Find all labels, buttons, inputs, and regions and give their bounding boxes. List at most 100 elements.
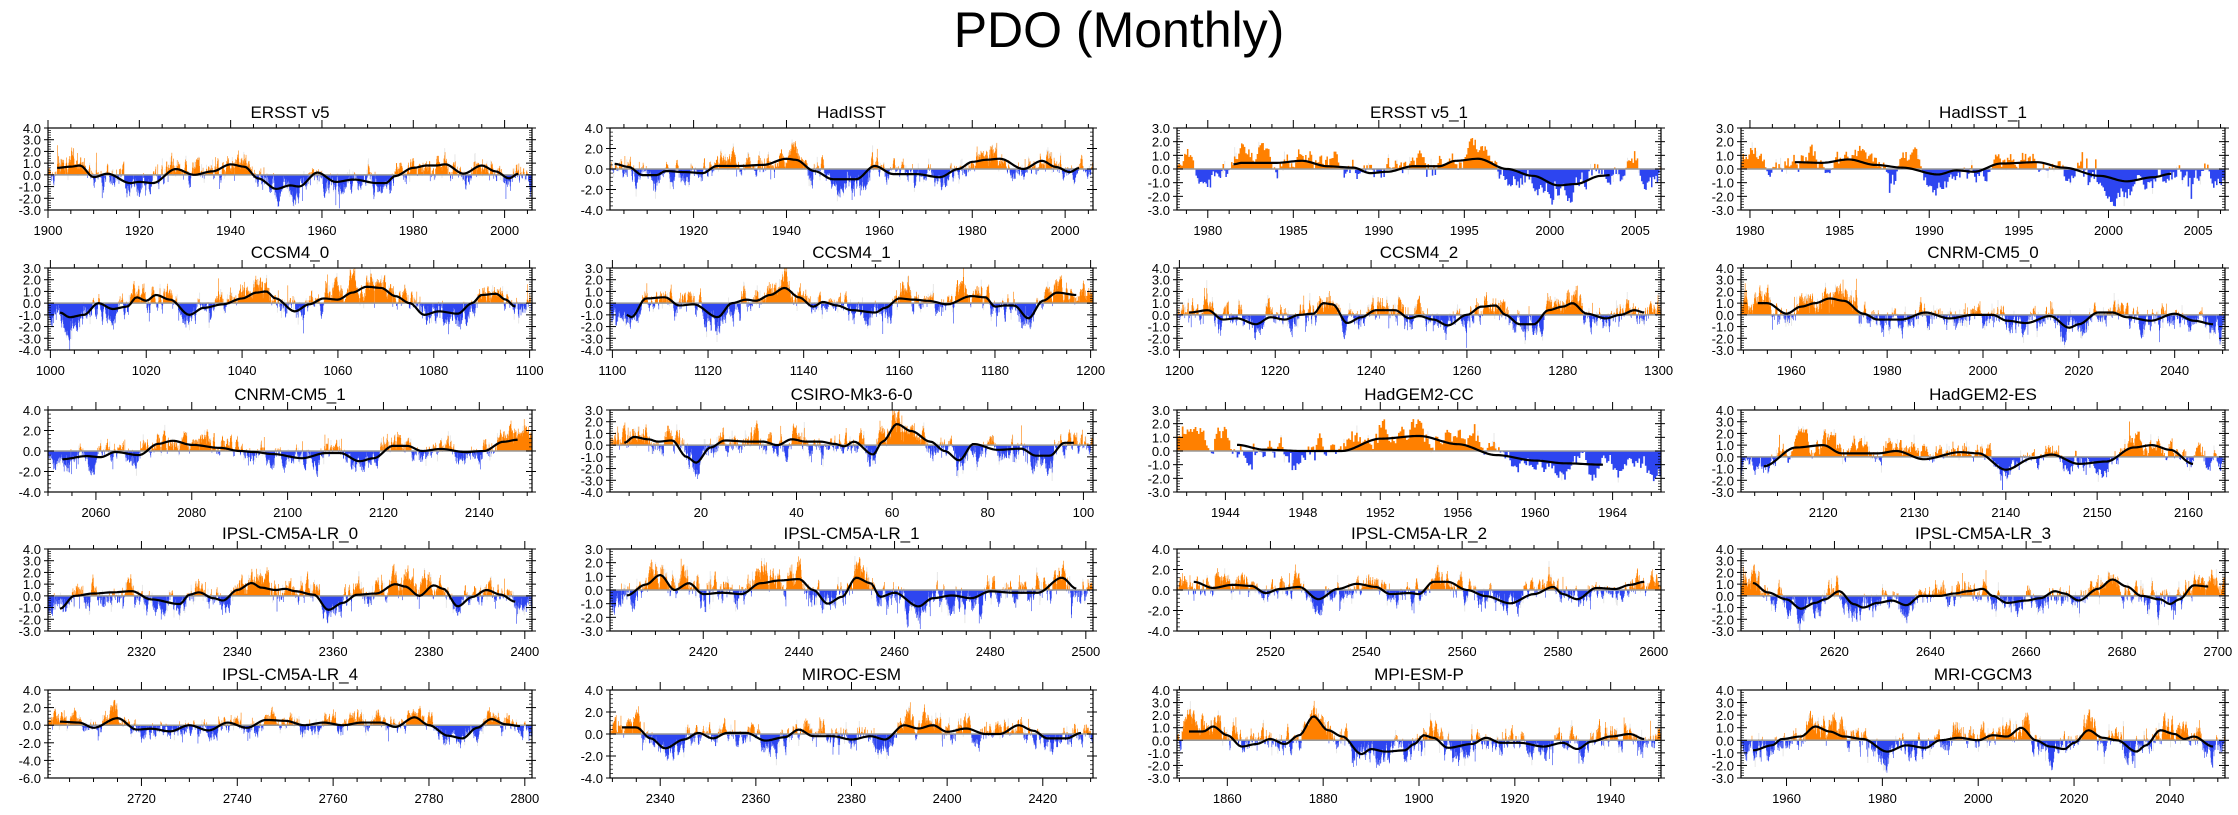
faint-bars — [1177, 701, 1659, 766]
panel-ccsm4-0: CCSM4_0 -4.0-3.0-2.0-1.00.01.02.03.0 1000 1… — [19, 243, 544, 378]
y-tick-label: 4.0 — [23, 542, 41, 557]
y-tick-label: 3.0 — [585, 542, 603, 557]
panel-title: IPSL-CM5A-LR_1 — [783, 524, 919, 543]
x-tick-label: 1180 — [981, 363, 1009, 378]
x-tick-label: 1995 — [1450, 223, 1479, 238]
y-tick-label: 1.0 — [23, 577, 41, 592]
panel-hadgem2-es: HadGEM2-ES -3.0-2.0-1.00.01.02.03.04.0 212… — [1712, 385, 2229, 520]
plot-area — [1741, 278, 2225, 348]
y-tick-label: -2.0 — [1712, 473, 1734, 488]
x-tick-label: 1995 — [2004, 223, 2033, 238]
y-tick-label: 2.0 — [23, 273, 41, 288]
y-tick-label: 2.0 — [1152, 708, 1170, 723]
y-tick-label: 4.0 — [23, 403, 41, 418]
x-tick-label: 2060 — [81, 505, 110, 520]
x-tick-label: 1900 — [1405, 791, 1434, 806]
x-tick-label: 1040 — [228, 363, 257, 378]
x-tick-label: 1960 — [1772, 791, 1801, 806]
x-tick-label: 2340 — [646, 791, 675, 806]
y-tick-label: 2.0 — [23, 424, 41, 439]
positive-bars — [1177, 700, 1661, 741]
positive-bars — [1741, 278, 2223, 315]
panel-title: IPSL-CM5A-LR_0 — [222, 524, 358, 543]
y-tick-label: 4.0 — [1716, 403, 1734, 418]
plot-area — [610, 139, 1093, 202]
y-tick-label: 0.0 — [585, 727, 603, 742]
y-tick-label: -1.0 — [1148, 458, 1170, 473]
y-tick-label: -1.0 — [19, 180, 41, 195]
x-tick-label: 2320 — [127, 644, 156, 659]
plot-area — [1177, 561, 1661, 617]
y-tick-label: 0.0 — [585, 162, 603, 177]
y-tick-label: -3.0 — [581, 473, 603, 488]
negative-bars — [1766, 169, 2225, 207]
negative-bars — [48, 451, 496, 478]
y-tick-label: 1.0 — [1152, 721, 1170, 736]
x-tick-label: 1940 — [1596, 791, 1625, 806]
negative-bars — [1187, 590, 1661, 617]
x-tick-label: 1240 — [1357, 363, 1386, 378]
y-tick-label: 4.0 — [1716, 683, 1734, 698]
y-tick-label: -3.0 — [1712, 771, 1734, 786]
plot-area — [1177, 137, 1661, 205]
x-tick-label: 2720 — [127, 791, 156, 806]
y-tick-label: 1.0 — [1152, 148, 1170, 163]
y-tick-label: -2.0 — [19, 736, 41, 751]
x-tick-label: 2580 — [1544, 644, 1573, 659]
y-tick-label: -2.0 — [1712, 758, 1734, 773]
plot-area — [610, 702, 1093, 766]
panel-title: ERSST v5 — [250, 103, 329, 122]
panel-title: IPSL-CM5A-LR_2 — [1351, 524, 1487, 543]
x-tick-label: 1060 — [323, 363, 352, 378]
y-tick-label: -1.0 — [1712, 601, 1734, 616]
y-tick-label: 0.0 — [1152, 162, 1170, 177]
y-tick-label: -3.0 — [1712, 485, 1734, 500]
negative-bars — [1741, 456, 2225, 490]
negative-bars — [1194, 169, 1660, 205]
y-tick-label: 1.0 — [23, 284, 41, 299]
y-tick-label: 0.0 — [585, 296, 603, 311]
panel-title: CCSM4_0 — [251, 243, 329, 262]
x-tick-label: 2140 — [1991, 505, 2020, 520]
y-tick-label: -1.0 — [1712, 176, 1734, 191]
x-tick-label: 2000 — [2094, 223, 2123, 238]
x-tick-label: 1960 — [865, 223, 894, 238]
x-tick-label: 2620 — [1820, 644, 1849, 659]
panel-title: HadISST_1 — [1939, 103, 2027, 122]
smoothed-line — [1757, 297, 2214, 329]
x-tick-label: 2020 — [2060, 791, 2089, 806]
y-tick-label: -3.0 — [19, 203, 41, 218]
y-tick-label: 2.0 — [1716, 135, 1734, 150]
x-tick-label: 2020 — [2064, 363, 2093, 378]
positive-bars — [1741, 564, 2225, 596]
y-tick-label: -3.0 — [1148, 771, 1170, 786]
x-tick-label: 1980 — [399, 223, 428, 238]
y-tick-label: -3.0 — [19, 624, 41, 639]
y-tick-label: -1.0 — [581, 597, 603, 612]
y-tick-label: 3.0 — [23, 261, 41, 276]
y-tick-label: 2.0 — [1716, 426, 1734, 441]
plot-frame — [1740, 548, 2226, 632]
y-tick-label: 0.0 — [1716, 308, 1734, 323]
x-tick-label: 2000 — [1964, 791, 1993, 806]
y-tick-label: -1.0 — [19, 308, 41, 323]
x-tick-label: 2000 — [490, 223, 519, 238]
smoothed-line — [62, 438, 518, 463]
panel-ipsl-cm5a-lr-1: IPSL-CM5A-LR_1 -3.0-2.0-1.00.01.02.03.0 24… — [581, 524, 1101, 659]
x-tick-label: 2520 — [1256, 644, 1285, 659]
y-tick-label: -3.0 — [1148, 203, 1170, 218]
negative-bars — [1178, 740, 1657, 768]
negative-bars — [1210, 451, 1661, 482]
panel-ipsl-cm5a-lr-0: IPSL-CM5A-LR_0 -3.0-2.0-1.00.01.02.03.04.… — [19, 524, 540, 659]
y-tick-label: 0.0 — [23, 444, 41, 459]
x-tick-label: 2440 — [784, 644, 813, 659]
plot-area — [1177, 700, 1661, 768]
y-tick-label: -3.0 — [1148, 485, 1170, 500]
x-tick-label: 2640 — [1916, 644, 1945, 659]
x-tick-label: 1220 — [1261, 363, 1290, 378]
panel-hadgem2-cc: HadGEM2-CC -3.0-2.0-1.00.01.02.03.0 1944 19… — [1148, 385, 1665, 520]
x-tick-label: 2800 — [510, 791, 539, 806]
panel-title: MRI-CGCM3 — [1934, 665, 2032, 684]
y-tick-label: 4.0 — [23, 683, 41, 698]
y-tick-label: 2.0 — [23, 701, 41, 716]
